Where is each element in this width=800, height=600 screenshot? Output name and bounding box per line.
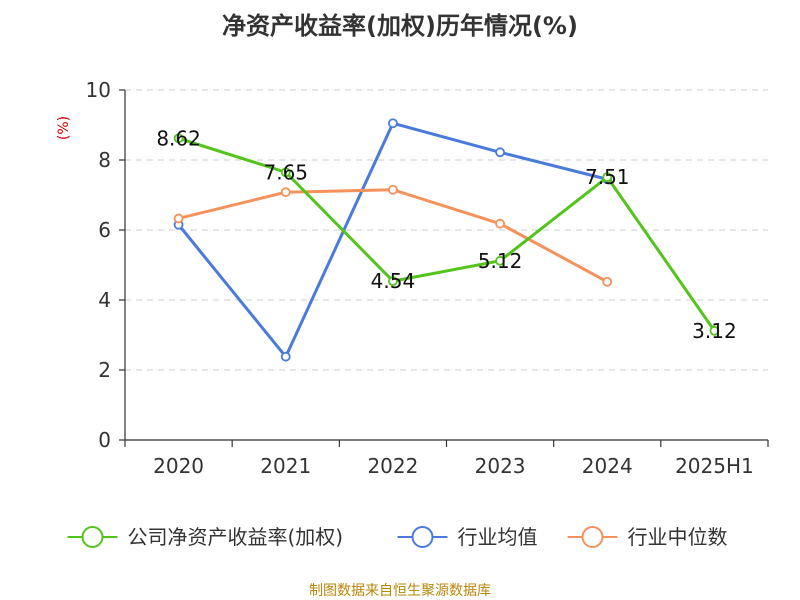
data-point (280, 187, 291, 198)
y-axis-unit-label: (%) (56, 116, 72, 140)
data-point (280, 167, 291, 178)
y-tick-label: 10 (86, 78, 111, 102)
axes: 0 2 4 6 8 10 2020 2021 2022 2023 2024 2025H1 (86, 78, 769, 478)
legend-item[interactable]: 公司净资产收益率(加权) (67, 525, 344, 549)
y-tick-label: 0 (98, 428, 111, 452)
data-label: 7.65 (263, 160, 308, 184)
data-point (388, 118, 398, 129)
legend-marker (411, 526, 434, 548)
data-point (495, 147, 505, 158)
x-tick-label: 2022 (367, 454, 418, 478)
y-tick-label: 8 (98, 148, 111, 172)
data-point (602, 172, 613, 183)
legend-marker (81, 526, 104, 548)
legend-item[interactable]: 行业中位数 (567, 525, 728, 549)
series-line (178, 136, 716, 332)
data-point (173, 133, 184, 144)
data-point (602, 276, 613, 287)
chart-title: 净资产收益率(加权)历年情况(%) (222, 12, 578, 40)
data-source-note: 制图数据来自恒生聚源数据库 (309, 583, 491, 599)
x-tick-label: 2021 (260, 454, 311, 478)
series-line (178, 188, 608, 284)
data-label: 3.12 (692, 319, 737, 343)
x-tick-label: 2023 (475, 454, 526, 478)
legend[interactable]: 公司净资产收益率(加权) 行业均值 行业中位数 (67, 525, 728, 549)
x-tick-label: 2024 (582, 454, 633, 478)
y-tick-label: 6 (98, 218, 111, 242)
legend-label: 行业均值 (458, 525, 538, 549)
legend-label: 公司净资产收益率(加权) (128, 525, 344, 549)
y-tick-label: 4 (98, 288, 111, 312)
y-tick-label: 2 (98, 358, 111, 382)
data-point (495, 218, 505, 229)
data-point (173, 213, 184, 224)
data-label: 5.12 (478, 249, 523, 273)
data-point (495, 255, 505, 266)
data-point (280, 351, 291, 362)
x-tick-label: 2020 (153, 454, 204, 478)
data-point (388, 184, 398, 195)
data-label: 7.51 (585, 165, 630, 189)
data-point (388, 276, 398, 287)
data-point (709, 325, 720, 336)
legend-label: 行业中位数 (628, 525, 728, 549)
data-label: 4.54 (371, 269, 416, 293)
grid-lines (125, 89, 768, 371)
x-tick-label: 2025H1 (675, 454, 754, 478)
legend-item[interactable]: 行业均值 (397, 525, 538, 549)
data-label: 8.62 (156, 126, 201, 150)
legend-marker (581, 526, 604, 548)
series-layer (173, 118, 720, 362)
data-labels: 8.62 7.65 4.54 5.12 7.51 3.12 (156, 126, 736, 342)
